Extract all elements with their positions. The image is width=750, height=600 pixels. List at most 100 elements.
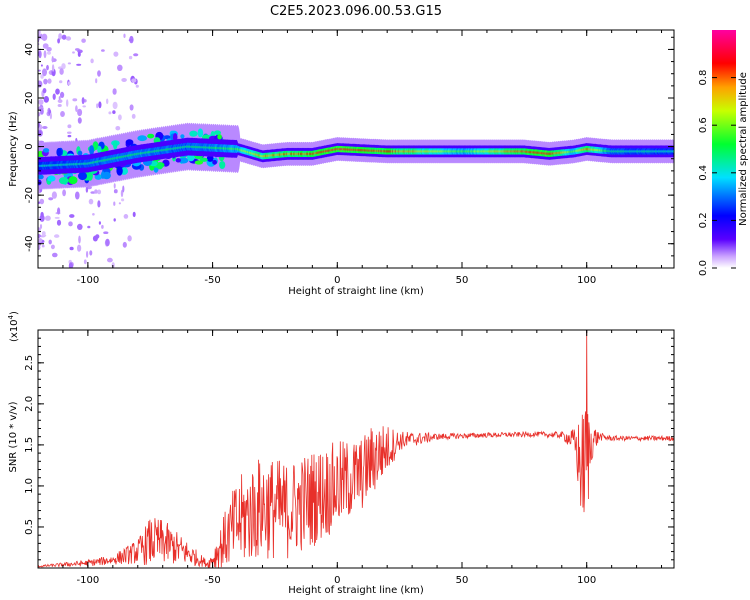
spectrogram-speckle xyxy=(123,214,129,219)
spectrogram-speckle xyxy=(105,238,110,247)
spectrogram-speckle xyxy=(92,235,98,242)
spectrogram-speckle xyxy=(75,191,80,200)
spectrogram-speckle xyxy=(59,80,63,84)
spectrogram-blob xyxy=(199,157,208,162)
spectrogram-blob xyxy=(219,161,226,169)
spectrogram-blob xyxy=(38,174,44,180)
spectrogram-blob xyxy=(92,141,99,151)
colorbar-tick-label: 0.4 xyxy=(698,165,709,181)
spectrogram-speckle xyxy=(81,38,86,43)
spectrogram-speckle xyxy=(46,64,49,71)
colorbar-tick-label: 0.0 xyxy=(698,260,709,276)
spectrogram-speckle xyxy=(67,131,72,134)
spectrogram-speckle xyxy=(85,186,89,193)
x-tick-label: 100 xyxy=(577,275,596,286)
spectrogram-panel: -100 -50 0 50 100 -40 -20 0 20 40 Height of stra… xyxy=(8,29,675,297)
spectrogram-blob xyxy=(175,158,181,163)
spectrogram-speckle xyxy=(113,183,116,189)
spectrogram-speckle xyxy=(113,189,118,194)
colorbar-tick-label: 0.2 xyxy=(698,212,709,228)
spectrogram-speckle xyxy=(43,96,49,103)
spectrogram-speckle xyxy=(59,68,64,75)
spectrogram-speckle xyxy=(51,191,58,199)
spectrogram-speckle xyxy=(50,244,55,250)
spectrogram-blob xyxy=(212,159,218,165)
spectrogram-speckle xyxy=(48,239,52,245)
spectrogram-speckle xyxy=(90,58,94,64)
figure-title: C2E5.2023.096.00.53.G15 xyxy=(270,4,442,19)
spectrogram-speckle xyxy=(41,231,46,236)
spectrogram-speckle xyxy=(58,33,62,40)
spectrogram-blob xyxy=(213,130,221,135)
spectrogram-speckle xyxy=(47,78,52,84)
spectrogram-speckle xyxy=(90,191,96,194)
y-tick-label: 1.5 xyxy=(24,437,35,453)
spectrogram-blob xyxy=(38,179,42,186)
snr-series-line xyxy=(38,330,674,568)
colorbar-label: Normalized spectral amplitude xyxy=(738,72,749,226)
spectrogram-speckle xyxy=(118,202,121,205)
spectrogram-blob xyxy=(194,160,204,165)
y-tick-label: 40 xyxy=(24,43,35,56)
spectrogram-speckle xyxy=(41,244,45,248)
spectrogram-speckle xyxy=(113,51,119,57)
spectrogram-speckle xyxy=(86,250,89,258)
spectrogram-blob xyxy=(180,134,185,139)
spectrogram-speckle xyxy=(97,189,102,195)
spectrogram-speckle xyxy=(58,96,61,100)
spectrogram-speckle xyxy=(122,185,125,193)
spectrogram-speckle xyxy=(77,223,83,230)
spectrogram-speckle xyxy=(76,63,82,66)
spectrogram-speckle xyxy=(72,98,78,102)
spectrogram-y-ticks: -40 -20 0 20 40 xyxy=(24,36,674,269)
spectrogram-speckle xyxy=(78,235,81,244)
spectrogram-blob xyxy=(197,128,204,138)
colorbar-gradient xyxy=(712,30,736,268)
spectrogram-speckle xyxy=(43,78,48,85)
spectrogram-blob xyxy=(156,162,163,170)
spectrogram-blob xyxy=(78,171,87,181)
x-tick-label: -100 xyxy=(77,275,100,286)
spectrogram-speckle xyxy=(117,64,123,72)
spectrogram-speckle xyxy=(94,189,98,194)
spectrogram-speckle xyxy=(38,242,41,250)
spectrogram-speckle xyxy=(77,117,82,124)
y-tick-label: 0.5 xyxy=(24,519,35,535)
spectrogram-speckle xyxy=(51,64,55,72)
spectrogram-speckle xyxy=(135,84,139,88)
spectrogram-speckle xyxy=(60,111,65,117)
spectrogram-speckle xyxy=(75,105,78,112)
spectrogram-speckle xyxy=(38,234,41,238)
snr-x-label: Height of straight line (km) xyxy=(288,585,424,596)
spectrogram-speckle xyxy=(98,101,102,109)
spectrogram-speckle xyxy=(112,88,117,95)
x-tick-label: -100 xyxy=(77,575,100,586)
spectrogram-speckle xyxy=(47,51,51,55)
spectrogram-speckle xyxy=(42,68,47,77)
spectrogram-speckle xyxy=(108,111,112,115)
spectrogram-marks xyxy=(38,30,674,268)
spectrogram-speckle xyxy=(67,124,72,129)
spectrogram-speckle xyxy=(45,215,51,221)
spectrogram-speckle xyxy=(38,50,42,59)
snr-panel: -100 -50 0 50 100 0.5 1.0 1.5 2.0 2.5 Height of … xyxy=(7,311,675,596)
spectrogram-blob xyxy=(217,134,222,140)
spectrogram-blob xyxy=(178,157,189,164)
spectrogram-speckle xyxy=(121,198,125,202)
spectrogram-speckle xyxy=(41,33,48,41)
spectrogram-blob xyxy=(189,130,198,137)
spectrogram-speckle xyxy=(87,225,91,229)
spectrogram-x-label: Height of straight line (km) xyxy=(288,286,424,297)
snr-scale-label: (x104) xyxy=(7,311,20,342)
spectrogram-speckle xyxy=(43,50,47,59)
x-tick-label: -50 xyxy=(204,575,220,586)
spectrogram-speckle xyxy=(101,49,105,52)
spectrogram-speckle xyxy=(103,231,109,234)
spectrogram-blob xyxy=(137,135,147,142)
spectrogram-speckle xyxy=(38,99,44,106)
x-tick-label: 100 xyxy=(577,575,596,586)
spectrogram-speckle xyxy=(123,33,126,38)
spectrogram-speckle xyxy=(42,88,47,94)
x-tick-label: -50 xyxy=(204,275,220,286)
snr-y-label: SNR (10 * v/v) xyxy=(8,401,19,472)
